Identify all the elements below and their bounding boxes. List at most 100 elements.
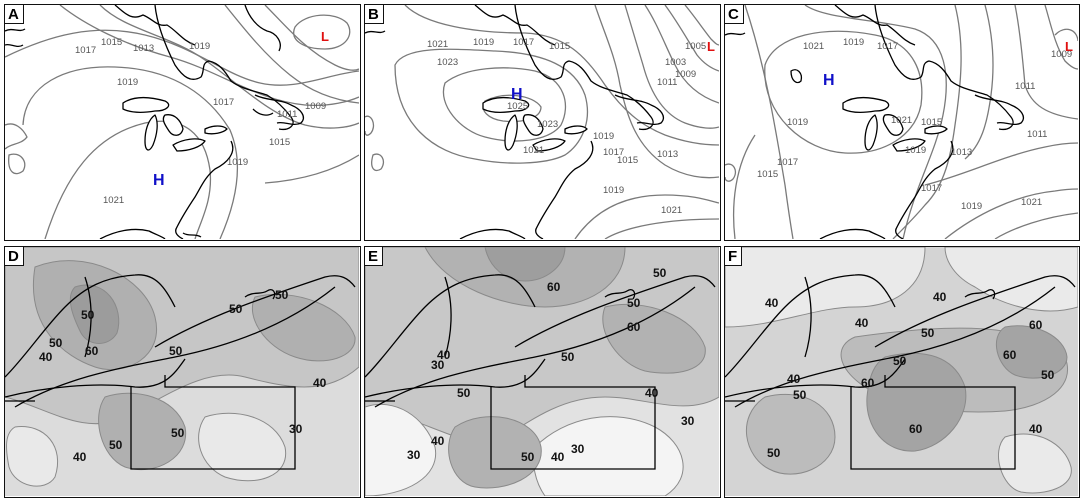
contour-label: 50 <box>767 446 781 460</box>
isobar-line <box>574 194 719 239</box>
terrain-contour <box>8 153 26 175</box>
shoreline <box>5 358 186 398</box>
isobar-label: 1017 <box>213 97 234 108</box>
lake-erie <box>892 138 926 152</box>
isobar-label: 1017 <box>921 183 942 194</box>
contour-label: 50 <box>49 336 63 350</box>
contour-label: 50 <box>457 386 471 400</box>
contour-band-peak <box>484 247 566 282</box>
contour-band-high <box>98 392 187 471</box>
isobar-label: 1021 <box>103 195 124 206</box>
isobar-label: 1015 <box>921 117 942 128</box>
contour-label: 50 <box>793 388 807 402</box>
coastline <box>5 28 26 32</box>
coastline <box>244 5 281 52</box>
contour-band-lowest <box>365 403 437 496</box>
isobar-label: 1015 <box>549 41 570 52</box>
contour-map-d: 50 50 50 50 60 40 50 40 50 30 50 40 <box>5 247 359 496</box>
lake-ontario <box>924 125 948 135</box>
panel-label-c: C <box>725 5 744 24</box>
shoreline <box>874 275 1076 348</box>
contour-label: 50 <box>653 266 667 280</box>
contour-label: 40 <box>765 296 779 310</box>
lake-michigan <box>864 114 878 151</box>
coastline <box>614 94 665 126</box>
contour-label: 30 <box>289 422 303 436</box>
lake-erie <box>532 138 566 152</box>
coastline <box>252 108 274 116</box>
lake-huron <box>162 114 184 136</box>
shoreline <box>725 358 906 398</box>
isobar-label: 1011 <box>1015 81 1035 92</box>
lake-huron <box>882 114 904 136</box>
coastline <box>175 140 234 239</box>
lake-huron <box>522 114 544 136</box>
contour-label: 60 <box>547 280 561 294</box>
isobar-line <box>964 5 994 160</box>
lake-superior <box>842 96 890 113</box>
isobar-line <box>224 5 359 104</box>
isobar-label: 1009 <box>1051 49 1072 60</box>
isobar-label: 1019 <box>473 37 494 48</box>
shoreline <box>14 286 336 408</box>
isobar-label: 1011 <box>1027 129 1047 140</box>
coastline <box>182 232 202 238</box>
lake-erie <box>172 138 206 152</box>
isobar-line <box>604 218 719 239</box>
contour-label: 50 <box>169 344 183 358</box>
isobar-line <box>994 212 1078 239</box>
isobar-label: 1015 <box>757 169 778 180</box>
lake-ontario <box>204 125 228 135</box>
contour-label: 30 <box>407 448 421 462</box>
contour-band-high <box>866 352 967 452</box>
isobar-line <box>744 5 794 239</box>
isobar-label: 1019 <box>593 131 614 142</box>
shoreline <box>5 274 176 378</box>
isobar-label: 1021 <box>1021 197 1042 208</box>
shoreline <box>365 358 546 398</box>
contour-label: 60 <box>861 376 875 390</box>
coastline <box>5 43 24 48</box>
isobar-label: 1021 <box>427 39 448 50</box>
contour-label: 40 <box>787 372 801 386</box>
isobar-line <box>264 154 359 184</box>
isobar-label: 1015 <box>269 137 290 148</box>
isobar-line <box>394 48 589 164</box>
contour-band-low <box>198 412 287 482</box>
isobar-line <box>1014 5 1078 120</box>
contour-label: 60 <box>909 422 923 436</box>
terrain-contour <box>5 123 28 150</box>
contour-band-peak <box>69 284 120 344</box>
isobar-label: 1019 <box>117 77 138 88</box>
contour-label: 40 <box>431 434 445 448</box>
coastline <box>819 228 886 239</box>
lake-ontario <box>564 125 588 135</box>
contour-map-e: 50 60 50 60 40 30 50 50 40 30 50 40 30 4… <box>365 247 719 496</box>
shoreline <box>365 274 536 378</box>
contour-label: 30 <box>571 442 585 456</box>
contour-label: 40 <box>933 290 947 304</box>
contour-label: 50 <box>893 354 907 368</box>
contour-band-high <box>602 303 706 374</box>
isobar-label: 1017 <box>603 147 624 158</box>
contour-label: 40 <box>73 450 87 464</box>
shoreline <box>514 275 716 348</box>
high-pressure-marker: H <box>153 172 165 189</box>
coastline <box>874 5 1014 131</box>
isobar-label: 1021 <box>803 41 824 52</box>
isobar-line <box>293 14 351 50</box>
contour-label: 60 <box>85 344 99 358</box>
coastline <box>725 32 746 36</box>
contour-label: 30 <box>431 358 445 372</box>
coastline <box>365 30 386 34</box>
shoreline <box>84 276 92 358</box>
shoreline <box>725 274 896 378</box>
panel-c: C <box>724 4 1080 241</box>
pressure-map-a: 1017 1015 1013 1019 1017 1011 1009 1015 … <box>5 5 359 239</box>
panel-e: E 50 60 50 60 40 30 50 <box>364 246 721 498</box>
isobar-label: 1019 <box>227 157 248 168</box>
terrain-contour <box>725 163 737 182</box>
coastline <box>114 5 196 46</box>
isobar-line <box>264 5 359 71</box>
contour-band-mid <box>745 393 836 475</box>
